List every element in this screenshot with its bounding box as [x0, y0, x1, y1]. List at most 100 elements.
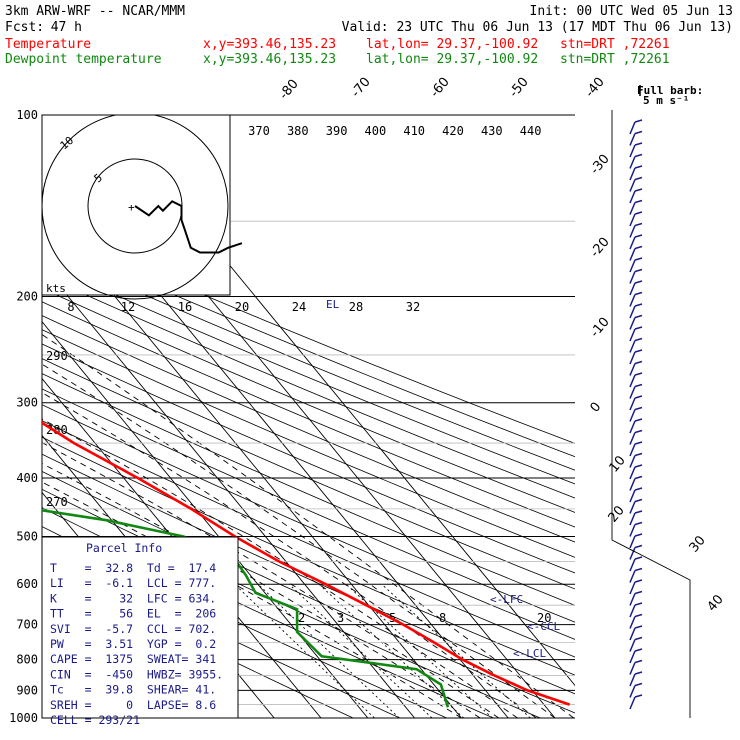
- temperature-tick-label: 30: [687, 533, 709, 555]
- isotherm--10: [42, 320, 369, 718]
- pressure-label-700: 700: [16, 618, 38, 632]
- wind-barb-flag: [634, 613, 643, 618]
- wind-barb: [629, 317, 636, 330]
- barb-key-value: 5 m s⁻¹: [643, 94, 689, 107]
- theta-label: 370: [248, 124, 270, 138]
- dewpoint-profile: [42, 509, 450, 708]
- wind-barb-flag: [634, 360, 643, 365]
- parcel-info-frame: [41, 536, 239, 719]
- hodograph-ring-outer: [42, 115, 229, 300]
- wind-barb: [629, 593, 636, 606]
- wind-barb: [629, 466, 636, 480]
- wind-barb-flag: [634, 590, 643, 595]
- parcel-info-row: Tc = 39.8 SHEAR= 41.: [50, 683, 216, 697]
- temperature-tick-label: 40: [705, 592, 727, 614]
- el-marker: EL: [326, 298, 340, 311]
- wind-barb: [629, 581, 636, 595]
- wind-barb-flag: [634, 556, 643, 560]
- wind-barb: [629, 639, 636, 652]
- temperature-tick-label: -50: [507, 75, 532, 101]
- fcst-label: Fcst:: [5, 20, 44, 35]
- wind-barb-flag: [634, 280, 643, 284]
- wind-barb-flag: [634, 487, 643, 491]
- theta-label: 440: [520, 124, 542, 138]
- temperature-labels: -80 -70 -60 -50 -40 -30 -20 -10 0 10 20 30 40: [277, 75, 727, 615]
- mixing-ratio-lines: [234, 583, 531, 718]
- temperature-tick-label: 20: [606, 503, 628, 525]
- mixing-ratio-label: 20: [537, 611, 551, 625]
- wind-barb-flag: [634, 533, 643, 537]
- wind-barb: [629, 397, 636, 411]
- wind-barb-flag: [634, 567, 643, 572]
- parcel-info-row: T = 32.8 Td = 17.4: [50, 561, 216, 575]
- temperature-tick-label: 10: [607, 453, 629, 475]
- fcst-hours: 47 h: [51, 20, 82, 35]
- wind-barb: [629, 259, 636, 273]
- wind-barb-flag: [634, 648, 643, 652]
- temperature-latlon: lat,lon= 29.37,-100.92: [366, 37, 538, 52]
- wind-barb-flag: [634, 625, 643, 629]
- valid-time: Valid: 23 UTC Thu 06 Jun 13 (17 MDT Thu …: [342, 20, 733, 35]
- temperature-tick-label: -20: [588, 235, 613, 261]
- wind-barb-flag: [634, 176, 643, 181]
- parcel-info-row: CELL = 293/21: [50, 713, 140, 727]
- wind-barb: [629, 489, 636, 503]
- temperature-tick-label: -80: [277, 77, 302, 103]
- wind-barb: [629, 696, 636, 710]
- wind-barb-flag: [634, 337, 643, 342]
- wetbulb-label: 280: [46, 423, 68, 437]
- wind-barb: [629, 133, 636, 146]
- wind-barb-flag: [634, 153, 643, 158]
- wind-barb-flag: [634, 314, 643, 319]
- temperature-tick-label: -70: [349, 75, 374, 101]
- wind-barb-flag: [634, 211, 643, 215]
- wind-barb-flag: [634, 682, 643, 687]
- wind-barb: [629, 627, 636, 641]
- parcel-info-row: LI = -6.1 LCL = 777.: [50, 576, 216, 590]
- wind-barb-flag: [634, 544, 643, 549]
- wind-barb: [629, 673, 636, 687]
- wind-barb: [629, 570, 636, 583]
- hodograph: 5 10 + kts: [41, 114, 243, 300]
- wind-barb-flag: [634, 464, 643, 468]
- mixing-ratio-labels: 2 3 5 8 20: [298, 611, 551, 625]
- wind-barb: [629, 156, 636, 169]
- parcel-info-row: CAPE = 1375 SWEAT= 341: [50, 652, 216, 666]
- moist-adiabat-10: [42, 481, 462, 718]
- pressure-label-1000: 1000: [9, 711, 38, 725]
- wind-barb: [629, 420, 636, 434]
- temperature-tick-label: -30: [588, 152, 613, 178]
- wind-barb-flag: [634, 475, 643, 480]
- wind-barb: [629, 351, 636, 365]
- wind-barb-flag: [634, 395, 643, 399]
- wind-barb-flag: [634, 694, 643, 698]
- pressure-label-400: 400: [16, 471, 38, 485]
- model-title: 3km ARW-WRF -- NCAR/MMM: [5, 4, 185, 19]
- wind-barb: [629, 524, 636, 537]
- pressure-label-500: 500: [16, 529, 38, 543]
- wind-barb-flag: [634, 671, 643, 675]
- pressure-label-100: 100: [16, 108, 38, 122]
- wind-barb: [629, 409, 636, 422]
- wind-barb-flag: [634, 268, 643, 273]
- temperature-tick-label: -10: [588, 315, 613, 341]
- mixing-ratio-line-3: [257, 583, 400, 718]
- wind-barb: [629, 248, 636, 261]
- hodograph-frame: [41, 114, 231, 296]
- parcel-info-row: CIN = -450 HWBZ= 3955.: [50, 667, 223, 681]
- wind-barb-flag: [634, 142, 643, 146]
- parcel-info-panel: Parcel Info T = 32.8 Td = 17.4LI = -6.1 …: [41, 536, 239, 727]
- hodograph-speed-labels: 8 12 16 20 24 28 32: [67, 300, 420, 314]
- speed-label: 24: [292, 300, 306, 314]
- init-time: Init: 00 UTC Wed 05 Jun 13: [530, 4, 734, 19]
- speed-label: 8: [67, 300, 74, 314]
- ccl-marker: <-CCL: [527, 620, 560, 633]
- wind-barb-flag: [634, 245, 643, 250]
- pressure-label-900: 900: [16, 683, 38, 697]
- wind-barb: [629, 374, 636, 388]
- temperature-xy: x,y=393.46,135.23: [203, 37, 336, 52]
- wind-barb: [629, 650, 636, 664]
- wind-barb-flag: [634, 602, 643, 606]
- hodograph-trace: [134, 200, 243, 254]
- wind-barb-flag: [634, 452, 643, 457]
